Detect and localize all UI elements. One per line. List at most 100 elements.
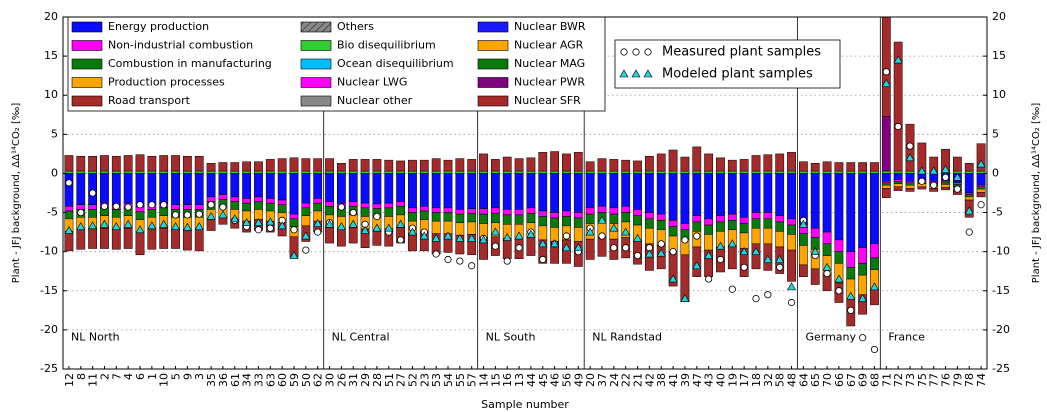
x-tick-label: 32 (762, 373, 775, 387)
bar-segment (194, 173, 204, 205)
bar-segment (301, 207, 311, 216)
bar-segment (976, 143, 986, 172)
point (609, 223, 619, 232)
point (597, 215, 607, 224)
bar-segment (135, 154, 145, 172)
bar-segment (941, 187, 950, 191)
bar-segment (254, 173, 263, 198)
bar-segment (230, 162, 240, 172)
point (64, 225, 74, 234)
bar-segment (479, 170, 488, 174)
bar-segment (147, 170, 157, 174)
bar-segment (644, 227, 654, 245)
bar-segment (870, 173, 879, 245)
bar-segment (360, 202, 370, 209)
x-tick-label: 78 (963, 373, 976, 387)
bar-segment (810, 170, 820, 174)
bar-segment (100, 155, 109, 172)
bar-segment (562, 239, 571, 264)
legend-swatch (300, 58, 332, 70)
bar-segment (562, 210, 571, 217)
point (111, 222, 121, 230)
bar-segment (562, 216, 571, 227)
bar-segment (230, 173, 240, 198)
bar-segment (692, 215, 702, 223)
bar-segment (360, 170, 370, 174)
bar-segment (550, 151, 560, 172)
bar-segment (964, 194, 974, 198)
legend-label: Non-industrial combustion (108, 39, 253, 52)
bar-segment (396, 201, 406, 207)
bar-segment (881, 182, 891, 186)
bar-segment (881, 173, 891, 182)
point (834, 274, 844, 283)
point (573, 243, 583, 252)
bar-segment (704, 173, 714, 220)
y2-tick-label: -10 (992, 245, 1010, 258)
bar-segment (787, 224, 796, 235)
bar-segment (822, 243, 832, 256)
bar-segment (810, 173, 820, 229)
bar-segment (419, 173, 429, 207)
x-tick-label: 31 (347, 373, 360, 387)
point (941, 173, 950, 181)
legend-label: Combustion in manufacturing (108, 57, 272, 70)
bar-segment (230, 170, 240, 174)
bar-segment (289, 218, 299, 227)
point (301, 231, 311, 240)
x-tick-label: 57 (466, 373, 479, 387)
bar-segment (976, 191, 986, 198)
x-tick-label: 35 (205, 373, 218, 387)
bar-segment (479, 153, 488, 172)
bar-segment (194, 204, 204, 210)
bar-segment (360, 207, 370, 217)
bar-segment (562, 170, 571, 174)
point (929, 166, 939, 175)
bar-segment (206, 173, 216, 198)
bar-segment (443, 207, 453, 213)
bar-segment (621, 206, 631, 213)
bar-segment (775, 153, 785, 172)
bar-segment (870, 170, 879, 174)
point (965, 228, 973, 236)
point (336, 222, 346, 230)
bar-segment (798, 264, 808, 277)
legend-label: Ocean disequilibrium (337, 57, 454, 70)
point (823, 269, 831, 278)
bar-segment (917, 186, 927, 190)
x-tick-label: 2 (98, 373, 111, 380)
x-tick-label: 16 (501, 373, 514, 387)
bar-segment (325, 201, 334, 207)
bar-segment (502, 238, 512, 259)
bar-segment (443, 159, 453, 172)
bar-segment (265, 198, 275, 204)
bar-segment (502, 173, 512, 210)
bar-segment (763, 154, 773, 172)
legend-label: Production processes (108, 76, 225, 89)
bar-segment (952, 156, 962, 172)
bar-segment (644, 170, 654, 174)
bar-segment (716, 221, 725, 232)
bar-segment (76, 173, 86, 205)
bar-segment (431, 220, 441, 234)
bar-segment (656, 213, 666, 221)
bar-segment (147, 229, 157, 250)
y2-tick-label: 0 (992, 166, 999, 179)
x-tick-label: 54 (442, 373, 455, 387)
point (953, 185, 961, 193)
legend-marker (644, 48, 652, 56)
bar-segment (633, 160, 642, 172)
legend-swatch (477, 21, 509, 33)
bar-segment (289, 173, 299, 215)
legend-marker (620, 48, 628, 56)
bar-segment (171, 155, 180, 172)
bar-segment (455, 213, 465, 223)
point (538, 239, 548, 248)
point (372, 223, 382, 232)
bar-segment (64, 173, 74, 207)
bar-segment (573, 227, 583, 242)
bar-segment (573, 217, 583, 228)
point (847, 306, 855, 314)
point (680, 293, 690, 302)
x-tick-label: 6 (134, 373, 147, 380)
